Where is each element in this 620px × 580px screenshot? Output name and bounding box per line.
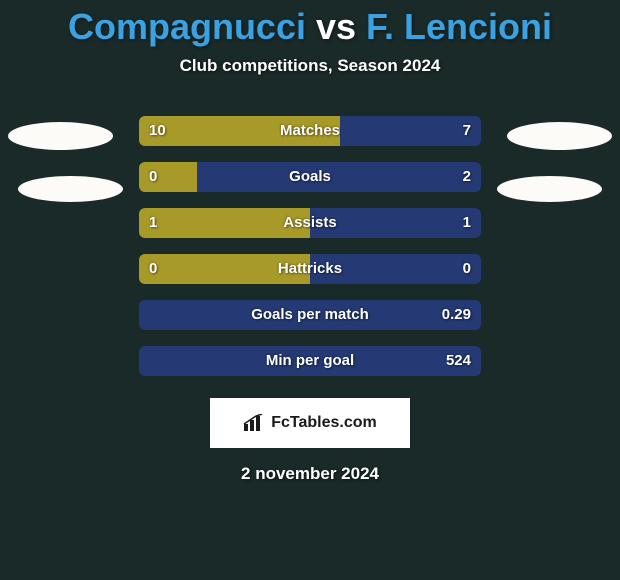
stat-row: 524Min per goal (139, 346, 481, 376)
player2-avatar-placeholder-2 (497, 176, 602, 202)
player2-avatar-placeholder-1 (507, 122, 612, 150)
bar-label: Goals (139, 162, 481, 192)
bar-label: Assists (139, 208, 481, 238)
player1-avatar-placeholder-1 (8, 122, 113, 150)
bar-label: Hattricks (139, 254, 481, 284)
comparison-infographic: Compagnucci vs F. Lencioni Club competit… (0, 0, 620, 580)
stat-row: 107Matches (139, 116, 481, 146)
bars-icon (243, 414, 265, 432)
stat-row: 02Goals (139, 162, 481, 192)
bar-label: Goals per match (139, 300, 481, 330)
stat-row: 11Assists (139, 208, 481, 238)
title-player2: F. Lencioni (366, 6, 552, 47)
stat-rows: 107Matches 02Goals 11Assists 00Hattricks 0.2… (0, 116, 620, 376)
subtitle: Club competitions, Season 2024 (0, 56, 620, 76)
brand-text: FcTables.com (271, 414, 377, 432)
bar-label: Min per goal (139, 346, 481, 376)
stat-row: 00Hattricks (139, 254, 481, 284)
bar-label: Matches (139, 116, 481, 146)
page-title: Compagnucci vs F. Lencioni (0, 0, 620, 48)
stat-row: 0.29Goals per match (139, 300, 481, 330)
footer-date: 2 november 2024 (0, 464, 620, 484)
player1-avatar-placeholder-2 (18, 176, 123, 202)
title-vs: vs (306, 6, 366, 47)
title-player1: Compagnucci (68, 6, 306, 47)
brand-box: FcTables.com (210, 398, 410, 448)
